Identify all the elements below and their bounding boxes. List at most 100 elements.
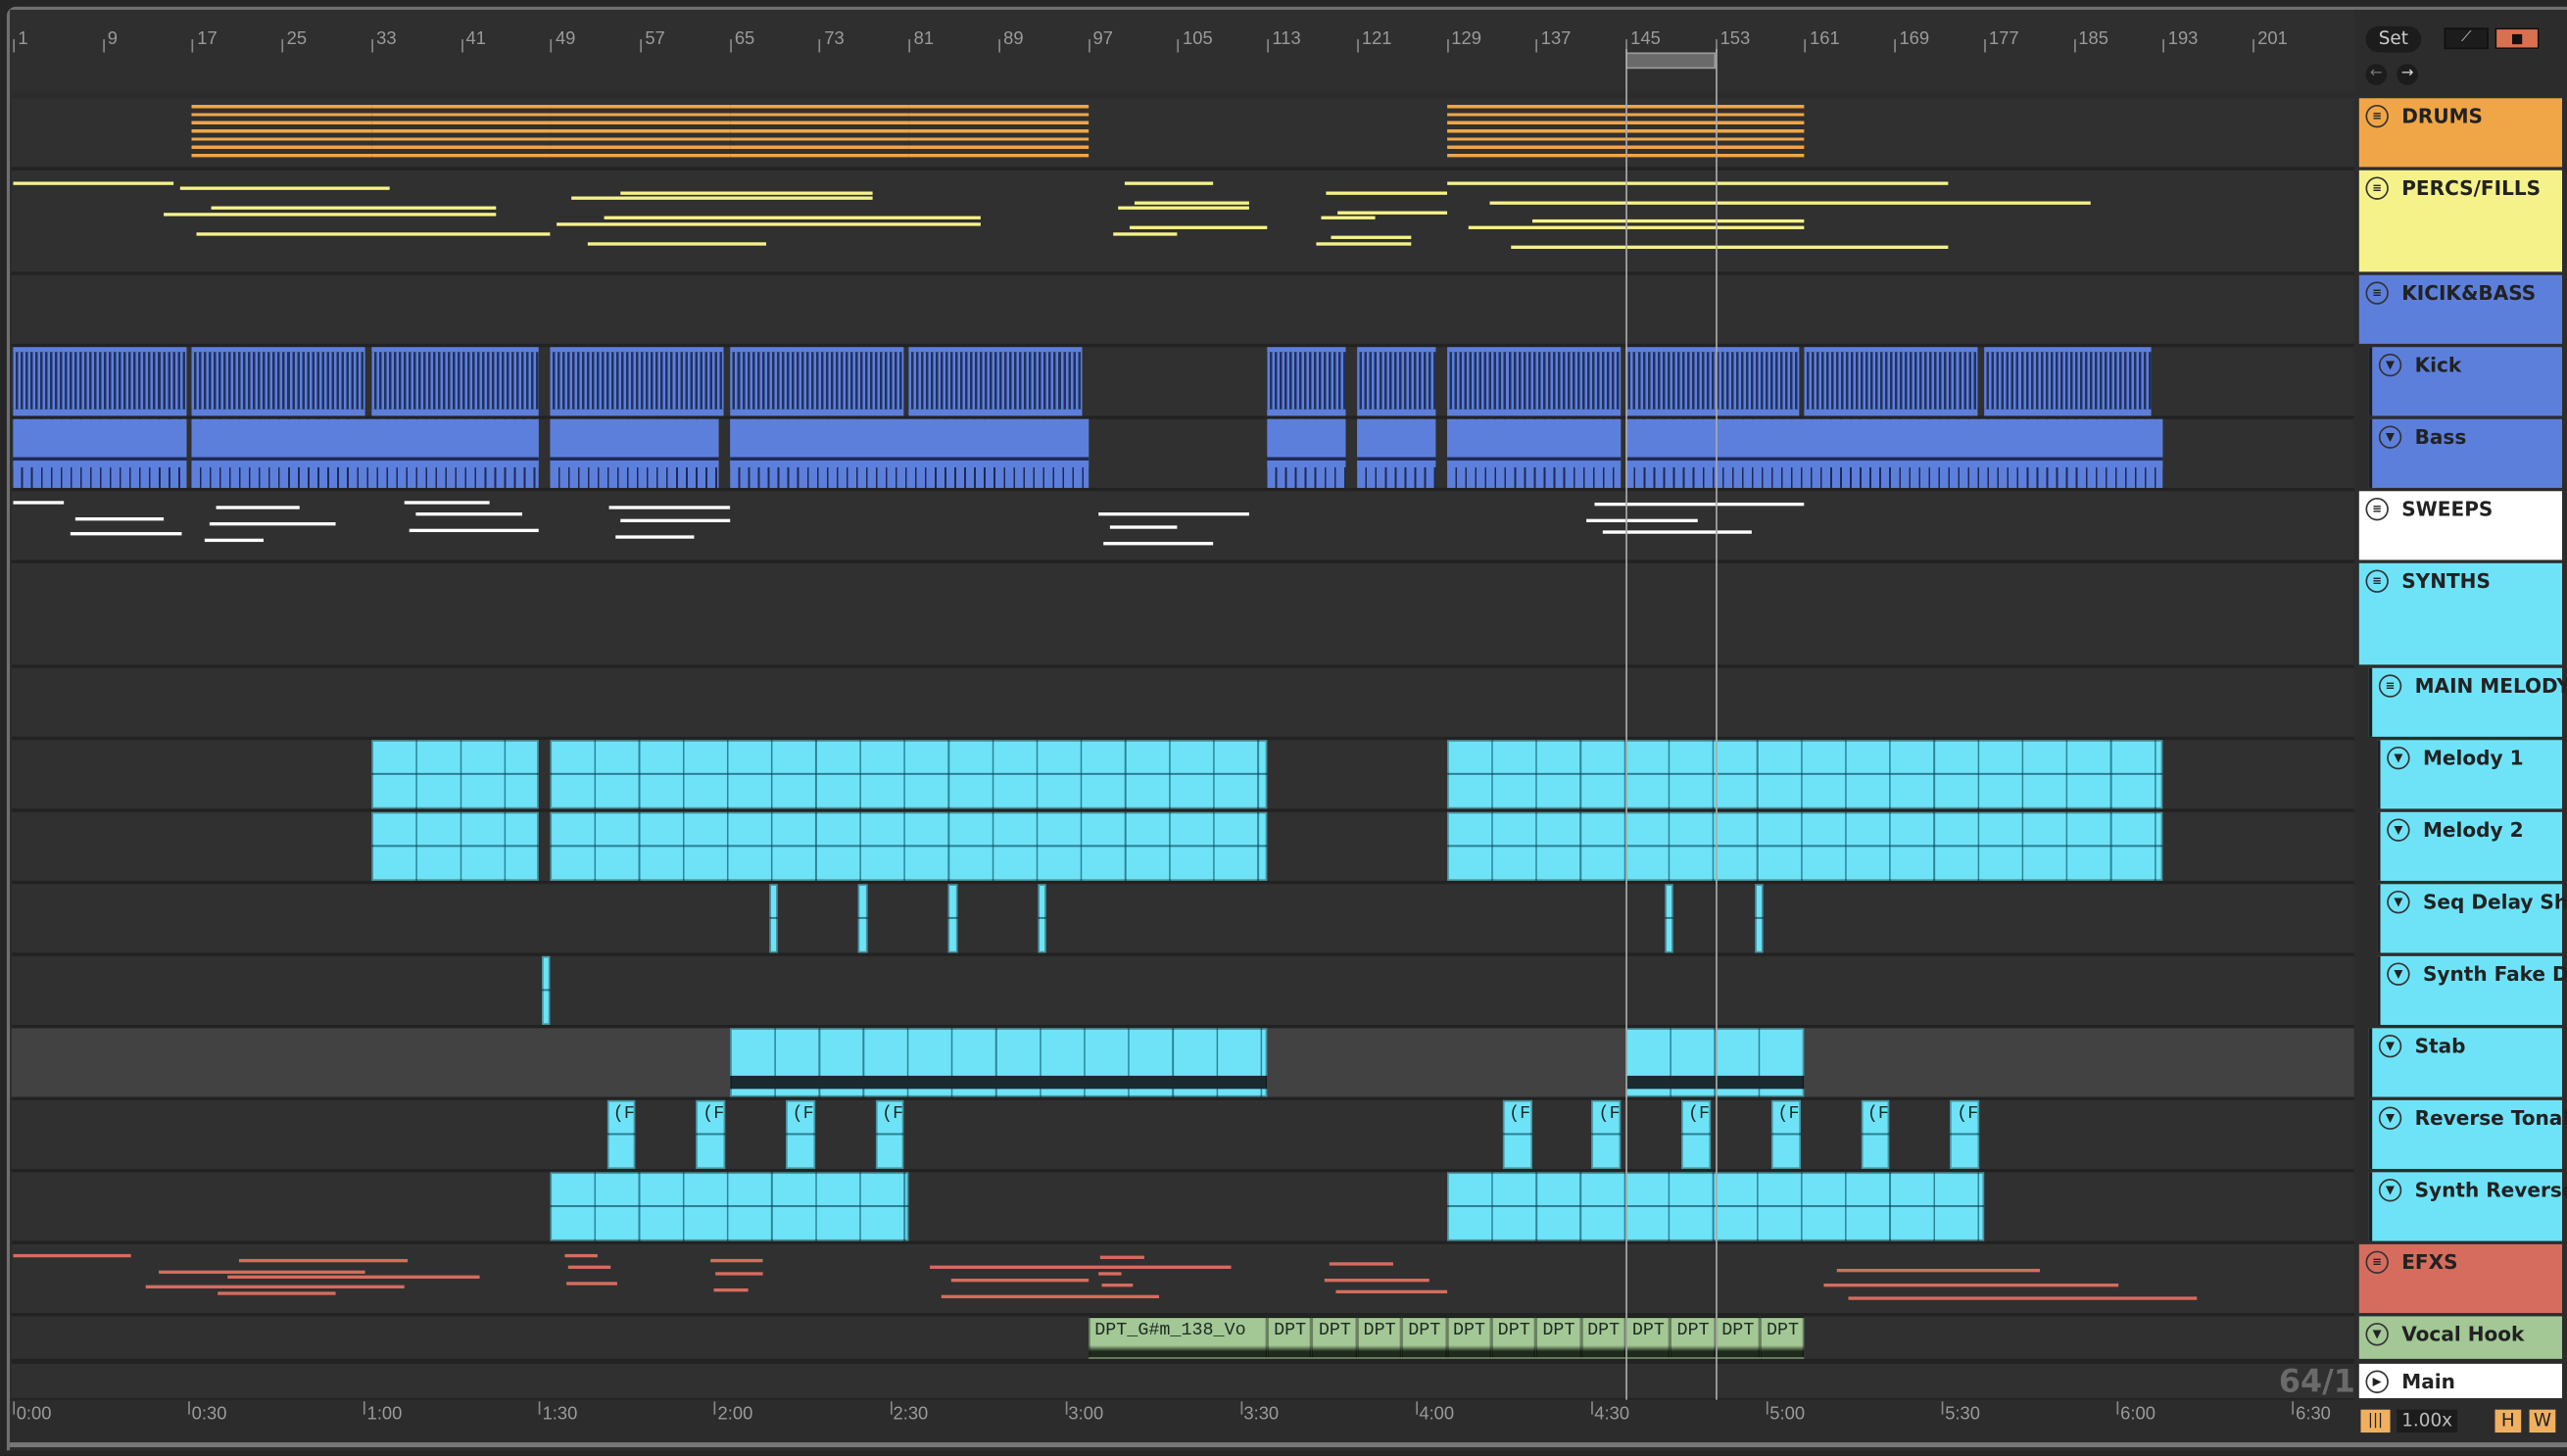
track-fold-icon[interactable]: ▼ [2378,1106,2402,1130]
clip[interactable] [550,347,725,416]
track-lane[interactable] [11,1363,2354,1398]
arrangement-tracks-area[interactable]: (Fr (Fr (Fr (Fr (Fr (Fr (Fr (Fr (Fr (Fr DPT_G#m_13… [11,94,2354,1400]
track-header-bass[interactable]: ▼ Bass [2368,418,2562,488]
clip[interactable]: DPT [1267,1316,1313,1359]
clip[interactable] [768,884,778,953]
clip[interactable] [192,1251,551,1307]
clip[interactable] [550,811,1268,881]
clip[interactable]: DPT [1760,1316,1806,1359]
track-header-percs-fills[interactable]: ≡ PERCS/FILLS [2358,170,2562,272]
clip[interactable] [1625,418,2163,488]
track-header-kick[interactable]: ▼ Kick [2368,347,2562,416]
track-header-sweeps[interactable]: ≡ SWEEPS [2358,491,2562,560]
clip[interactable] [13,347,187,416]
clip[interactable]: DPT [1401,1316,1447,1359]
clip[interactable] [685,1251,764,1307]
warp-waveform-button[interactable]: ||| [2360,1409,2391,1433]
clip[interactable] [192,104,372,158]
track-lane[interactable] [11,274,2354,344]
clip[interactable] [1267,1251,1447,1307]
clip[interactable]: (Fr [696,1099,726,1170]
clip[interactable] [1446,418,1621,488]
clip[interactable] [1446,811,2163,881]
nav-forward-button[interactable]: → [2397,64,2418,85]
clip[interactable] [371,347,540,416]
clip[interactable]: DPT [1580,1316,1626,1359]
track-header-synths[interactable]: ≡ SYNTHS [2358,562,2562,665]
clip[interactable]: (Fr [1770,1099,1801,1170]
track-header-seq-delay-sho[interactable]: ▼ Seq Delay Sho [2377,884,2567,953]
clip[interactable] [551,176,1089,265]
track-lane[interactable] [11,955,2354,1025]
clip[interactable]: (Fr [606,1099,636,1170]
follow-button[interactable]: ⟋ [2444,27,2489,50]
track-header-main-melody[interactable]: ≡ MAIN MELODY [2368,667,2567,737]
loop-brace[interactable] [1625,52,1716,70]
clip[interactable]: (Fr [875,1099,905,1170]
clip[interactable]: DPT [1356,1316,1402,1359]
clip[interactable] [13,418,187,488]
clip[interactable] [371,811,540,881]
clip[interactable] [1089,176,1268,265]
clip[interactable]: (Fr [1681,1099,1712,1170]
clip[interactable] [1267,418,1346,488]
clip[interactable] [1267,347,1346,416]
track-lane[interactable] [11,170,2354,272]
track-lane[interactable] [11,562,2354,665]
track-header-efxs[interactable]: ≡ EFXS [2358,1243,2562,1314]
clip[interactable] [947,884,957,953]
clip[interactable]: DPT [1535,1316,1581,1359]
clip[interactable] [1267,176,1447,265]
group-fold-icon[interactable]: ≡ [2365,497,2389,521]
loop-locator-line[interactable] [1625,49,1627,1402]
nav-back-button[interactable]: ← [2365,64,2388,85]
track-header-main[interactable]: ▶ Main [2358,1363,2562,1398]
clip[interactable]: DPT [1670,1316,1716,1359]
track-header-kicik-bass[interactable]: ≡ KICIK&BASS [2358,274,2562,344]
track-fold-icon[interactable]: ▼ [2378,353,2402,377]
clip[interactable]: DPT_G#m_138_Vo [1088,1316,1268,1359]
track-lane[interactable] [11,1099,2354,1170]
zoom-value-field[interactable]: 1.00x [2397,1409,2458,1433]
clip[interactable] [1356,347,1435,416]
track-lane[interactable] [11,1172,2354,1241]
clip[interactable] [541,955,551,1025]
clip[interactable] [1089,1251,1144,1307]
clip[interactable] [371,740,540,809]
clip[interactable] [1446,176,2162,265]
track-header-synth-reverse[interactable]: ▼ Synth Reverse [2368,1172,2567,1241]
loop-locator-line[interactable] [1715,49,1718,1402]
group-fold-icon[interactable]: ≡ [2365,1250,2389,1274]
clip[interactable]: DPT [1312,1316,1357,1359]
group-fold-icon[interactable]: ≡ [2365,104,2389,128]
clip[interactable]: (Fr [1591,1099,1622,1170]
clip[interactable] [550,1172,909,1241]
group-fold-icon[interactable]: ≡ [2378,674,2402,698]
track-lane[interactable] [11,884,2354,953]
clip[interactable] [1754,884,1764,953]
clip[interactable] [729,418,1089,488]
track-fold-icon[interactable]: ▼ [2387,962,2410,986]
track-header-melody-2[interactable]: ▼ Melody 2 [2377,811,2562,881]
clip[interactable] [729,1028,1268,1097]
clip[interactable]: (Fr [1950,1099,1980,1170]
clip[interactable] [551,498,730,554]
clip[interactable]: (Fr [785,1099,815,1170]
clip[interactable] [908,347,1083,416]
time-ruler[interactable]: 0:00 0:30 1:00 1:30 2:00 2:30 3:00 3:30 4:00 4:30… [10,1399,2354,1439]
clip[interactable] [13,498,181,554]
clip[interactable] [1446,347,1621,416]
clip[interactable] [192,418,540,488]
track-header-reverse-tonal[interactable]: ▼ Reverse Tonal [2368,1099,2567,1170]
clip[interactable] [858,884,868,953]
clip[interactable] [550,418,719,488]
clip[interactable] [550,740,1268,809]
clip[interactable] [1536,498,1805,554]
group-fold-icon[interactable]: ≡ [2365,281,2389,305]
clip[interactable] [550,104,730,158]
clip[interactable] [909,1251,1268,1307]
track-header-vocal-hook[interactable]: ▼ Vocal Hook [2358,1316,2562,1359]
clip[interactable] [1983,347,2153,416]
clip[interactable]: DPT [1715,1316,1761,1359]
clip[interactable] [1805,1251,2197,1307]
